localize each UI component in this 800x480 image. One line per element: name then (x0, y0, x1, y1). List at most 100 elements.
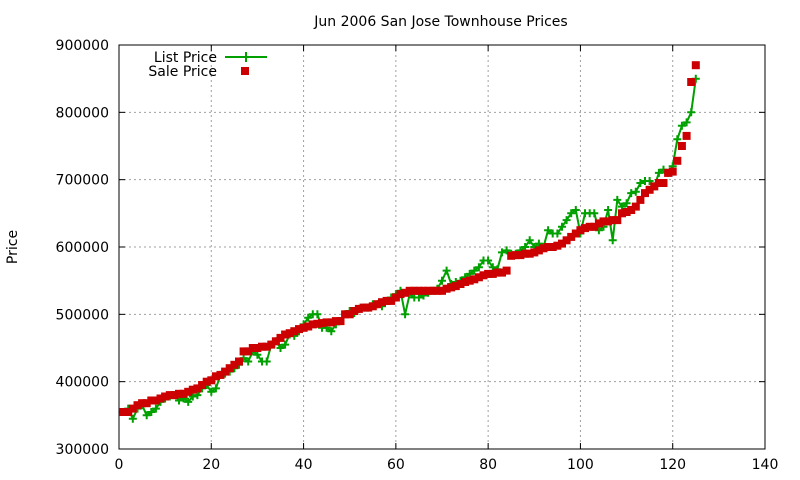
sale-price-point (262, 342, 271, 351)
list-price-point (281, 340, 290, 349)
sale-price-point (548, 243, 557, 251)
sale-price-point (244, 347, 253, 356)
sale-price-point (373, 300, 382, 309)
sale-price-point (147, 396, 156, 405)
sale-price-point (405, 286, 414, 295)
sale-price-point (664, 168, 673, 177)
sale-price-point (184, 387, 193, 396)
sale-price-point (484, 269, 493, 278)
list-price-point (498, 248, 506, 257)
sale-price-point (465, 276, 474, 285)
sale-price-point (179, 389, 188, 398)
sale-price-point (175, 389, 183, 398)
sale-price-point (391, 293, 400, 302)
list-price-point (327, 327, 336, 336)
list-price-point (276, 344, 285, 352)
sale-price-point (253, 344, 262, 352)
list-price-point (687, 108, 696, 117)
list-price-point (622, 199, 631, 208)
x-tick-label: 100 (567, 457, 594, 473)
list-price-point (142, 411, 151, 420)
sale-price-point (235, 357, 243, 366)
sale-price-point (378, 298, 386, 307)
y-tick-label: 300000 (56, 442, 109, 458)
sale-price-point (498, 268, 506, 277)
legend-label-sale-price: Sale Price (148, 64, 217, 80)
sale-price-point (461, 278, 470, 286)
sale-price-point (585, 222, 594, 231)
sale-price-point (447, 283, 456, 292)
sale-price-point (627, 206, 636, 214)
sale-price-point (631, 202, 640, 211)
list-price-point (604, 206, 613, 214)
x-axis: 0 20 40 60 80 100 120 140 (115, 45, 779, 473)
sale-price-point (590, 222, 599, 231)
list-price-point (438, 276, 446, 285)
sale-price-point (641, 189, 649, 198)
sale-price-point (170, 391, 179, 400)
sale-price-point (594, 219, 603, 228)
list-price-point (562, 216, 571, 225)
sale-price-point (571, 229, 580, 238)
list-price-point (590, 209, 599, 218)
series-sale-price (119, 61, 700, 416)
sale-price-point (281, 330, 290, 339)
list-price-point (654, 168, 663, 177)
sale-price-point (539, 244, 548, 253)
sale-price-point (493, 268, 502, 277)
legend: List Price Sale Price (148, 50, 267, 80)
list-price-point (677, 121, 686, 130)
sale-price-point (451, 282, 460, 291)
sale-price-point (677, 142, 686, 150)
sale-price-point (290, 327, 299, 336)
sale-price-point (424, 286, 433, 295)
sale-price-point (654, 179, 663, 187)
list-price-point (401, 310, 410, 319)
sale-price-point (193, 384, 202, 393)
x-tick-label: 40 (295, 457, 313, 473)
sale-price-point (659, 179, 668, 187)
sale-price-point (516, 251, 525, 260)
list-price-point (534, 239, 543, 248)
list-price-point (484, 256, 493, 265)
list-price-point (571, 206, 580, 214)
list-price-point (313, 310, 322, 319)
y-axis-label: Price (5, 230, 21, 264)
sale-price-point (267, 340, 276, 349)
y-tick-label: 500000 (56, 307, 109, 323)
sale-price-point (230, 360, 239, 369)
sale-price-point (414, 286, 423, 295)
sale-price-point (507, 251, 516, 260)
sale-price-point (364, 303, 373, 312)
sale-price-point (221, 367, 230, 376)
y-tick-label: 600000 (56, 240, 109, 256)
sale-price-point (433, 286, 442, 295)
sale-price-point (511, 251, 520, 260)
sale-price-point (604, 217, 613, 226)
sale-price-point (673, 156, 682, 165)
sale-price-point (562, 236, 571, 245)
sale-price-point (474, 273, 483, 282)
sale-price-point (530, 248, 539, 257)
sale-price-point (248, 344, 257, 352)
list-price-point (474, 263, 483, 272)
sale-price-point (341, 310, 350, 319)
list-price-point (207, 387, 216, 396)
x-tick-label: 140 (752, 457, 779, 473)
legend-label-list-price: List Price (154, 50, 217, 66)
list-price-point (608, 236, 617, 245)
list-price-point (193, 391, 202, 400)
sale-price-point (295, 325, 303, 334)
y-tick-label: 700000 (56, 173, 109, 189)
sale-price-point (488, 269, 497, 278)
sale-price-point (161, 392, 170, 401)
sale-price-point (608, 216, 617, 225)
sale-price-point (350, 307, 359, 315)
sale-price-point (687, 78, 696, 86)
series-list-price (119, 74, 700, 423)
list-price-point (682, 118, 691, 127)
list-price-point (613, 195, 622, 204)
list-price-point (618, 202, 626, 211)
x-tick-label: 80 (479, 457, 497, 473)
sale-price-point (239, 347, 248, 356)
